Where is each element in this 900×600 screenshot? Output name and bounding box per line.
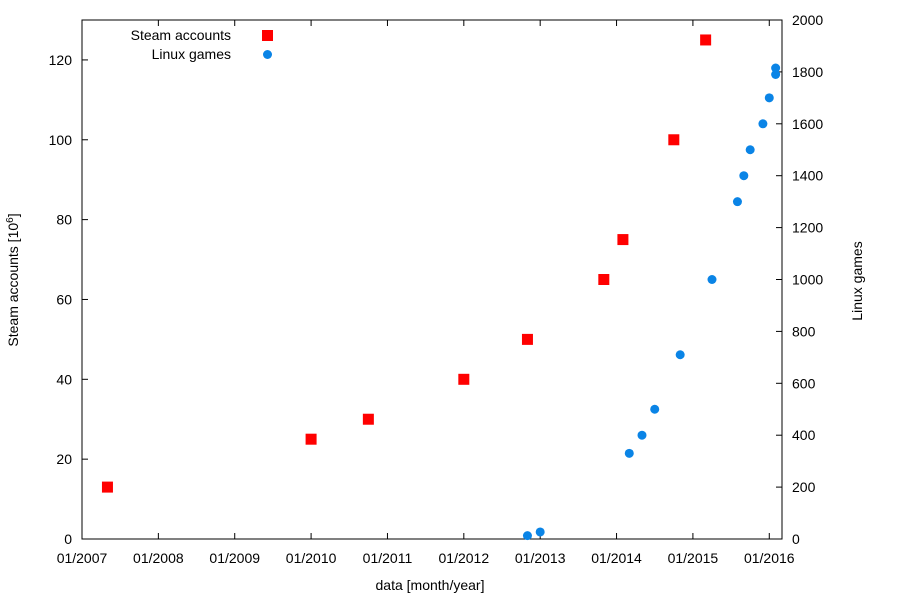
right-axis-ticks: 0 200 400 600 800 1000 1200 1400 1600 1800 2000	[776, 12, 823, 547]
right-y-tick-label: 400	[792, 427, 816, 443]
x-tick-label: 01/2014	[591, 550, 642, 566]
left-axis-title-prefix: Steam accounts [10	[5, 223, 21, 347]
right-y-tick-label: 2000	[792, 12, 823, 28]
linux-games-point	[675, 350, 685, 360]
linux-games-point	[732, 197, 742, 207]
steam-accounts-point	[617, 234, 629, 246]
left-y-tick-label: 120	[49, 52, 73, 68]
legend-label-steam: Steam accounts	[131, 27, 231, 43]
data-marks	[101, 34, 781, 541]
linux-games-point	[650, 404, 660, 414]
steam-accounts-point	[101, 481, 113, 493]
linux-games-point	[745, 145, 755, 155]
x-axis-title: data [month/year]	[376, 577, 485, 593]
linux-games-point	[739, 171, 749, 181]
linux-games-point	[535, 527, 545, 537]
left-axis-title-suffix: ]	[5, 213, 21, 217]
right-y-tick-label: 0	[792, 531, 800, 547]
legend-marker-steam	[262, 30, 273, 41]
right-y-tick-label: 1400	[792, 168, 823, 184]
right-axis-title: Linux games	[849, 241, 865, 320]
steam-accounts-point	[458, 373, 470, 385]
x-tick-label: 01/2015	[668, 550, 719, 566]
linux-games-point	[764, 93, 774, 103]
x-tick-label: 01/2012	[439, 550, 490, 566]
x-tick-label: 01/2011	[363, 550, 413, 566]
right-y-tick-label: 200	[792, 479, 816, 495]
linux-games-point	[707, 275, 717, 284]
left-axis-title: Steam accounts [106]	[5, 213, 21, 346]
right-y-tick-label: 1800	[792, 64, 823, 80]
left-y-tick-label: 20	[56, 451, 72, 467]
left-y-tick-label: 80	[56, 212, 72, 228]
left-y-tick-label: 0	[64, 531, 72, 547]
left-axis-title-exponent: 6	[5, 217, 16, 223]
linux-games-point	[637, 430, 647, 440]
left-axis-ticks: 0 20 40 60 80 100 120	[49, 52, 88, 547]
steam-accounts-point	[700, 34, 712, 46]
steam-accounts-point	[598, 274, 610, 285]
linux-games-point	[758, 119, 768, 129]
right-y-tick-label: 1200	[792, 220, 823, 236]
steam-accounts-point	[362, 413, 374, 425]
plot-frame	[81, 19, 783, 540]
x-tick-label: 01/2009	[209, 550, 260, 566]
right-y-tick-label: 800	[792, 323, 816, 339]
right-y-tick-label: 1600	[792, 116, 823, 132]
left-y-tick-label: 40	[56, 371, 72, 387]
linux-games-point	[771, 63, 781, 73]
linux-games-point	[771, 69, 781, 79]
legend-marker-linux	[263, 50, 272, 59]
legend: Steam accounts Linux games	[131, 27, 273, 62]
right-y-tick-label: 1000	[792, 272, 823, 288]
steam-accounts-point	[305, 433, 317, 445]
x-tick-label: 01/2008	[133, 550, 184, 566]
left-y-tick-label: 60	[56, 291, 72, 307]
steam-accounts-point	[521, 333, 533, 345]
x-tick-label: 01/2016	[744, 550, 795, 566]
left-y-tick-label: 100	[49, 132, 73, 148]
x-tick-label: 01/2013	[515, 550, 566, 566]
legend-label-linux: Linux games	[152, 46, 231, 62]
steam-accounts-point	[668, 134, 680, 146]
x-tick-label: 01/2010	[286, 550, 337, 566]
x-axis-ticks: 01/2007 01/2008 01/2009 01/2010 01/2011 01/20…	[57, 20, 795, 566]
right-y-tick-label: 600	[792, 375, 816, 391]
x-tick-label: 01/2007	[57, 550, 108, 566]
linux-games-point	[522, 531, 532, 541]
linux-games-point	[624, 448, 634, 458]
